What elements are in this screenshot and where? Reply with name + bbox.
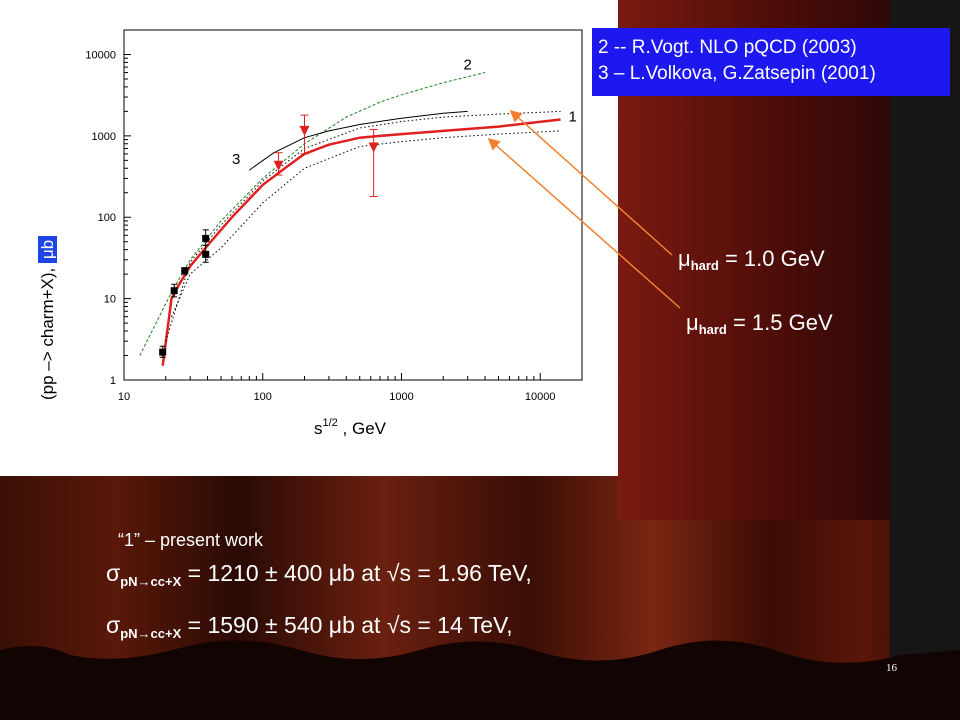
curve-dashed-green <box>139 72 486 356</box>
square-data-point <box>170 287 178 295</box>
present-work-note: “1” – present work <box>118 530 264 550</box>
mu-hard-1-5-label: μhard = 1.5 GeV <box>686 310 833 337</box>
triangle-data-point <box>368 142 379 153</box>
x-tick-label: 1000 <box>389 391 413 403</box>
y-tick-label: 10 <box>104 294 116 306</box>
square-data-point <box>159 348 167 356</box>
square-data-point <box>202 250 210 258</box>
mu-hard-1-0-label: μhard = 1.0 GeV <box>678 246 825 273</box>
result-lhc: σpN→cc+X = 1590 ± 540 μb at √s = 14 TeV, <box>106 612 513 641</box>
square-data-point <box>202 234 210 242</box>
result-tevatron: σpN→cc+X = 1210 ± 400 μb at √s = 1.96 Te… <box>106 560 532 589</box>
triangle-data-point <box>299 125 310 136</box>
x-tick-label: 10 <box>118 391 130 403</box>
y-tick-label: 100 <box>98 212 116 224</box>
curve-solid-black <box>249 110 468 171</box>
curve-solid-red <box>161 118 561 366</box>
legend-box: 2 -- R.Vogt. NLO pQCD (2003) 3 – L.Volko… <box>592 28 950 96</box>
page-number: 16 <box>886 662 897 674</box>
curve-label: 3 <box>232 151 240 168</box>
curve-label: 2 <box>464 57 472 74</box>
curve-label: 1 <box>569 109 577 126</box>
chart-axes <box>123 29 583 381</box>
y-axis-label: (pp –> charm+X), μb <box>38 100 60 400</box>
legend-line-3: 3 – L.Volkova, G.Zatsepin (2001) <box>598 63 876 84</box>
x-axis-label: s1/2 , GeV <box>314 417 387 438</box>
triangle-data-point <box>273 160 284 171</box>
curve-dotted-lower <box>171 130 561 317</box>
y-tick-label: 1000 <box>92 131 116 143</box>
legend-line-2: 2 -- R.Vogt. NLO pQCD (2003) <box>598 37 857 58</box>
y-tick-label: 1 <box>110 375 116 387</box>
x-tick-label: 10000 <box>525 391 556 403</box>
y-axis-unit: μb <box>38 235 57 263</box>
plot-frame <box>123 29 583 381</box>
y-axis-label-main: (pp –> charm+X), <box>38 262 57 400</box>
y-tick-label: 10000 <box>85 49 116 61</box>
x-tick-label: 100 <box>254 391 272 403</box>
square-data-point <box>181 267 189 275</box>
